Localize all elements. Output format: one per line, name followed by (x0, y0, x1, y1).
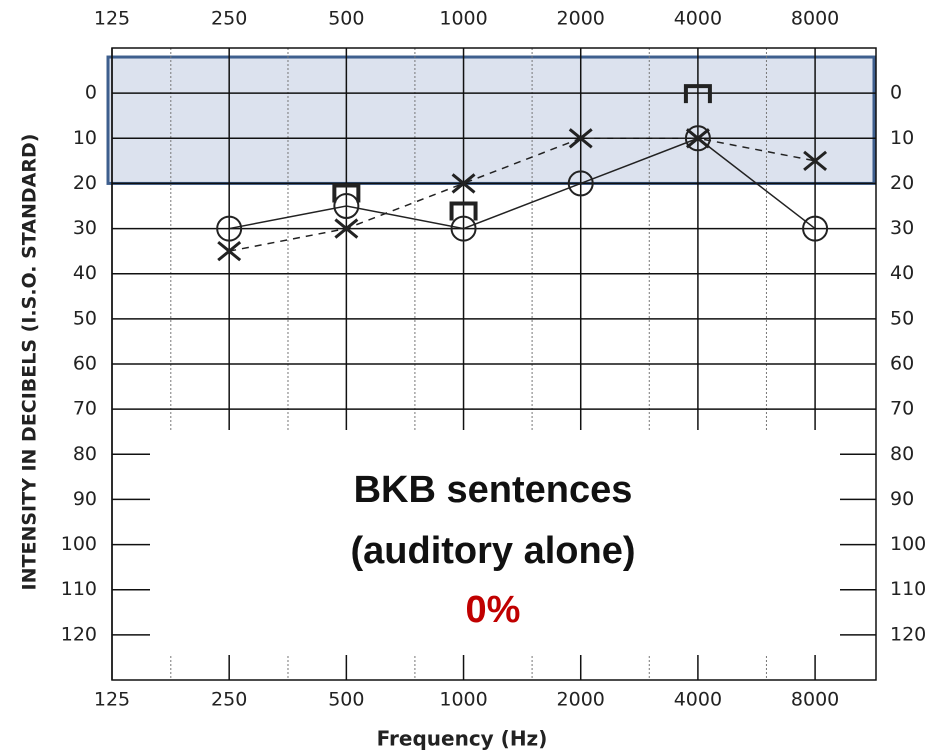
marker-circle (802, 215, 829, 242)
y-tick-label: 120 (61, 623, 97, 645)
markers (216, 84, 829, 262)
y-tick-label: 60 (73, 353, 97, 375)
y-tick-label: 40 (73, 262, 97, 284)
x-tick-label: 125 (94, 8, 130, 30)
x-tick-label: 250 (211, 689, 247, 711)
y-tick-label: 50 (73, 307, 97, 329)
y-tick-label: 20 (890, 172, 914, 194)
y-tick-label: 90 (890, 488, 914, 510)
x-tick-label: 4000 (674, 8, 722, 30)
x-tick-label: 250 (211, 8, 247, 30)
y-tick-label: 80 (73, 443, 97, 465)
annotation: (auditory alone) (350, 530, 635, 572)
y-tick-label: 120 (890, 623, 926, 645)
y-tick-label: 0 (85, 82, 97, 104)
marker-x (217, 240, 242, 262)
x-tick-label: 8000 (791, 689, 839, 711)
y-tick-label: 100 (61, 533, 97, 555)
marker-x (568, 128, 593, 149)
x-tick-label: 500 (328, 8, 364, 30)
y-tick-label: 100 (890, 533, 926, 555)
marker-x (451, 173, 476, 194)
y-tick-label: 80 (890, 443, 914, 465)
marker-bracket (683, 84, 712, 104)
y-tick-label: 110 (890, 578, 926, 600)
y-tick-label: 10 (73, 127, 97, 149)
x-axis-title: Frequency (Hz) (377, 727, 548, 751)
annotation: 0% (466, 589, 521, 631)
y-tick-label: 110 (61, 578, 97, 600)
marker-x (685, 128, 710, 149)
y-tick-label: 70 (73, 398, 97, 420)
x-tick-label: 500 (328, 689, 364, 711)
x-tick-label: 2000 (557, 8, 605, 30)
y-tick-label: 20 (73, 172, 97, 194)
marker-x (803, 150, 828, 172)
x-tick-label: 4000 (674, 689, 722, 711)
marker-circle (450, 215, 477, 242)
marker-circle (333, 193, 360, 219)
plot-frame (111, 47, 877, 681)
y-tick-label: 30 (73, 217, 97, 239)
x-tick-label: 1000 (439, 689, 487, 711)
highlight-band (106, 55, 876, 185)
marker-x (334, 218, 359, 239)
x-tick-label: 2000 (557, 689, 605, 711)
y-tick-label: 90 (73, 488, 97, 510)
annotation: BKB sentences (354, 469, 633, 511)
y-tick-label: 0 (890, 82, 902, 104)
annotation-panel (150, 430, 840, 655)
x-tick-label: 125 (94, 689, 130, 711)
series-line (229, 137, 816, 252)
y-tick-label: 70 (890, 398, 914, 420)
y-axis-title: INTENSITY IN DECIBELS (I.S.O. STANDARD) (19, 134, 41, 591)
y-tick-label: 50 (890, 307, 914, 329)
series-line (229, 137, 816, 230)
marker-circle (684, 125, 711, 152)
marker-circle (567, 170, 594, 197)
y-tick-label: 30 (890, 217, 914, 239)
marker-bracket (449, 201, 478, 221)
marker-bracket (332, 183, 361, 203)
y-tick-label: 40 (890, 262, 914, 284)
grid (106, 48, 876, 680)
x-tick-label: 8000 (791, 8, 839, 30)
x-tick-label: 1000 (439, 8, 487, 30)
y-tick-label: 10 (890, 127, 914, 149)
y-tick-label: 60 (890, 353, 914, 375)
marker-circle (216, 215, 243, 242)
